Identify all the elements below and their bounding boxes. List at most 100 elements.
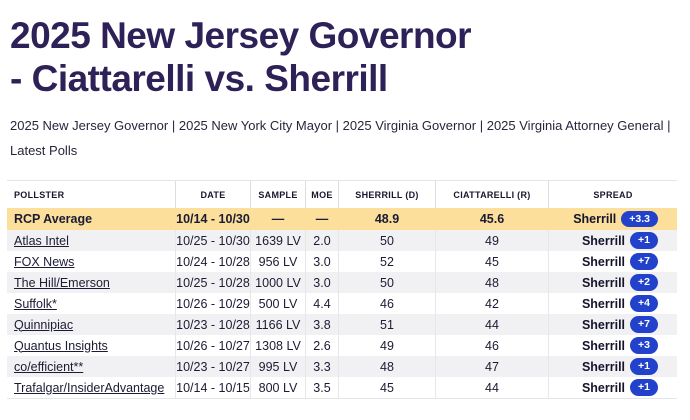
moe-cell: 4.4 [306, 293, 339, 314]
breadcrumb-link[interactable]: Latest Polls [10, 143, 78, 158]
spread-value-badge: +4 [630, 295, 658, 312]
col-header-ciattarelli: CIATTARELLI (R) [436, 181, 549, 208]
pollster-cell: The Hill/Emerson [7, 272, 176, 293]
ciattarelli-value-cell: 45 [436, 251, 549, 272]
pollster-cell: Atlas Intel [7, 230, 176, 251]
col-header-moe: MOE [306, 181, 339, 208]
sherrill-value-cell: 50 [339, 272, 436, 293]
spread-value-badge: +7 [630, 253, 658, 270]
ciattarelli-value-cell: 42 [436, 293, 549, 314]
polls-table: POLLSTER DATE SAMPLE MOE SHERRILL (D) CI… [7, 180, 677, 399]
spread-cell: Sherrill +1 [549, 377, 677, 398]
sample-cell: 800 LV [251, 377, 306, 398]
col-header-sherrill: SHERRILL (D) [339, 181, 436, 208]
sample-cell: 500 LV [251, 293, 306, 314]
average-sherrill-value: 48.9 [374, 212, 400, 226]
pollster-cell: Suffolk* [7, 293, 176, 314]
date-cell: 10/23 - 10/28 [176, 314, 251, 335]
breadcrumb-separator: | [168, 118, 179, 133]
breadcrumb-separator: | [332, 118, 343, 133]
pollster-cell: Trafalgar/InsiderAdvantage [7, 377, 176, 398]
breadcrumb-link[interactable]: 2025 New Jersey Governor [10, 118, 169, 133]
table-row: co/efficient** 10/23 - 10/27 995 LV 3.3 … [7, 356, 677, 377]
pollster-cell: FOX News [7, 251, 176, 272]
spread-cell: Sherrill +4 [549, 293, 677, 314]
spread-leader-label: Sherrill [573, 212, 617, 226]
date-cell: 10/24 - 10/28 [176, 251, 251, 272]
poll-rows: Atlas Intel 10/25 - 10/30 1639 LV 2.0 50… [7, 230, 677, 398]
sherrill-value-cell: 48 [339, 356, 436, 377]
spread-leader-label: Sherrill [581, 296, 626, 311]
date-cell: 10/14 - 10/15 [176, 377, 251, 398]
sample-cell: 1639 LV [251, 230, 306, 251]
average-date: 10/14 - 10/30 [176, 212, 250, 226]
pollster-link[interactable]: FOX News [14, 254, 75, 269]
page: 2025 New Jersey Governor - Ciattarelli v… [0, 14, 690, 420]
table-row: Quantus Insights 10/26 - 10/27 1308 LV 2… [7, 335, 677, 356]
breadcrumb-link[interactable]: 2025 New York City Mayor [178, 118, 333, 133]
pollster-link[interactable]: The Hill/Emerson [14, 275, 110, 290]
ciattarelli-value-cell: 44 [436, 314, 549, 335]
pollster-link[interactable]: Trafalgar/InsiderAdvantage [14, 380, 165, 395]
pollster-link[interactable]: co/efficient** [14, 359, 84, 374]
pollster-cell: co/efficient** [7, 356, 176, 377]
date-cell: 10/23 - 10/27 [176, 356, 251, 377]
sherrill-value-cell: 51 [339, 314, 436, 335]
breadcrumb-separator: | [663, 118, 671, 133]
date-cell: 10/25 - 10/28 [176, 272, 251, 293]
breadcrumb-link[interactable]: 2025 Virginia Governor [342, 118, 477, 133]
breadcrumb-link[interactable]: 2025 Virginia Attorney General [486, 118, 664, 133]
table-row: Trafalgar/InsiderAdvantage 10/14 - 10/15… [7, 377, 677, 398]
spread-cell: Sherrill +7 [549, 251, 677, 272]
moe-cell: 3.3 [306, 356, 339, 377]
moe-cell: 3.0 [306, 272, 339, 293]
spread-leader-label: Sherrill [581, 254, 626, 269]
ciattarelli-value-cell: 49 [436, 230, 549, 251]
table-row: FOX News 10/24 - 10/28 956 LV 3.0 52 45 … [7, 251, 677, 272]
ciattarelli-value-cell: 48 [436, 272, 549, 293]
pollster-link[interactable]: Atlas Intel [14, 233, 69, 248]
spread-cell: Sherrill +1 [549, 356, 677, 377]
sample-cell: 1308 LV [251, 335, 306, 356]
spread-cell: Sherrill +7 [549, 314, 677, 335]
sample-cell: 956 LV [251, 251, 306, 272]
col-header-date: DATE [176, 181, 251, 208]
ciattarelli-value-cell: 46 [436, 335, 549, 356]
spread-value-badge: +7 [630, 316, 658, 333]
spread-value-badge: +1 [630, 232, 658, 249]
moe-cell: 3.0 [306, 251, 339, 272]
table-row: Suffolk* 10/26 - 10/29 500 LV 4.4 46 42 … [7, 293, 677, 314]
col-header-sample: SAMPLE [251, 181, 306, 208]
moe-cell: 3.8 [306, 314, 339, 335]
pollster-link[interactable]: Quinnipiac [14, 317, 74, 332]
spread-leader-label: Sherrill [581, 317, 626, 332]
spread-leader-label: Sherrill [581, 275, 626, 290]
average-label: RCP Average [14, 212, 93, 226]
table-header-row: POLLSTER DATE SAMPLE MOE SHERRILL (D) CI… [7, 180, 677, 208]
sherrill-value-cell: 45 [339, 377, 436, 398]
sample-cell: 1166 LV [251, 314, 306, 335]
pollster-cell: Quantus Insights [7, 335, 176, 356]
page-title: 2025 New Jersey Governor - Ciattarelli v… [10, 14, 680, 100]
spread-leader-label: Sherrill [581, 359, 626, 374]
page-title-line1: 2025 New Jersey Governor [10, 15, 472, 56]
date-cell: 10/26 - 10/27 [176, 335, 251, 356]
ciattarelli-value-cell: 44 [436, 377, 549, 398]
spread-cell: Sherrill +3 [549, 335, 677, 356]
average-ciattarelli-value: 45.6 [479, 212, 505, 226]
moe-cell: 2.6 [306, 335, 339, 356]
spread-value-badge: +1 [630, 379, 658, 396]
table-row: Atlas Intel 10/25 - 10/30 1639 LV 2.0 50… [7, 230, 677, 251]
col-header-pollster: POLLSTER [7, 181, 176, 208]
sample-cell: 1000 LV [251, 272, 306, 293]
pollster-link[interactable]: Quantus Insights [14, 338, 108, 353]
spread-leader-label: Sherrill [581, 233, 626, 248]
spread-value-badge: +1 [630, 358, 658, 375]
spread-cell: Sherrill +2 [549, 272, 677, 293]
date-cell: 10/26 - 10/29 [176, 293, 251, 314]
moe-cell: 3.5 [306, 377, 339, 398]
breadcrumb-separator: | [476, 118, 487, 133]
pollster-cell: Quinnipiac [7, 314, 176, 335]
pollster-link[interactable]: Suffolk* [14, 296, 57, 311]
average-moe: — [315, 212, 329, 226]
